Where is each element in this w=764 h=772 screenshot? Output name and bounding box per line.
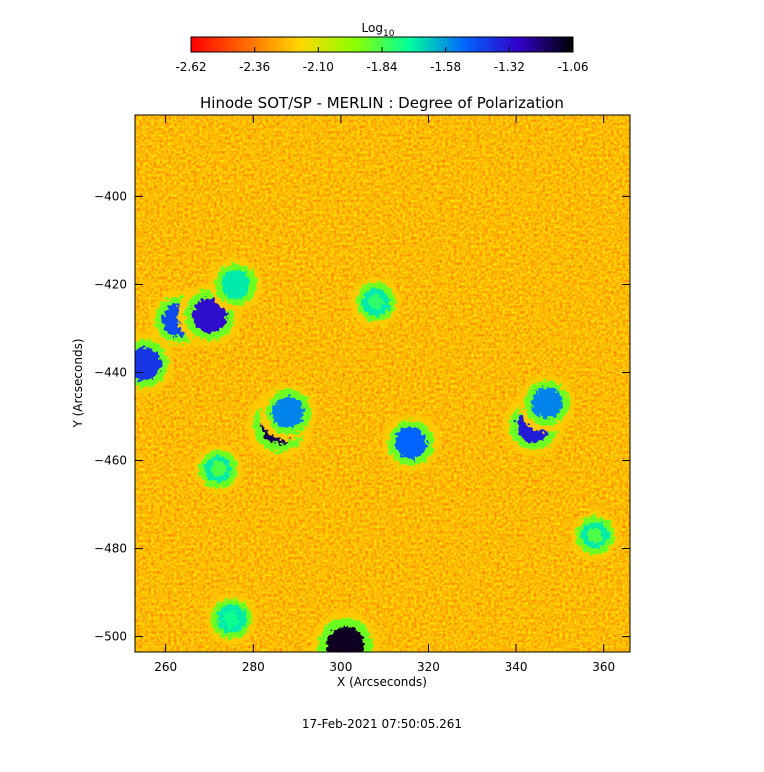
x-tick-label: 300 [329, 660, 352, 674]
colorbar: Log10 -2.62 -2.36 -2.10 -1.84 -1.58 -1.32 -1.0… [175, 21, 588, 74]
polarization-feature [177, 283, 242, 347]
colorbar-tick-label: -1.84 [366, 60, 397, 74]
x-axis: 260 280 300 320 340 360 [154, 115, 615, 674]
y-tick-label: −460 [94, 454, 127, 468]
polarization-features [135, 257, 620, 652]
y-tick-label: −500 [94, 630, 127, 644]
polarization-feature [259, 383, 317, 441]
heatmap-area [135, 115, 630, 652]
colorbar-tick-label: -2.36 [239, 60, 270, 74]
colorbar-tick-label: -2.62 [175, 60, 206, 74]
x-tick-label: 280 [242, 660, 265, 674]
polarization-feature [135, 333, 175, 395]
x-tick-label: 340 [505, 660, 528, 674]
polarization-feature [350, 276, 402, 328]
polarization-feature [518, 374, 576, 432]
polarization-feature [209, 257, 263, 311]
y-tick-label: −440 [94, 365, 127, 379]
y-tick-label: −480 [94, 542, 127, 556]
polarization-feature [205, 593, 258, 645]
colorbar-tick-label: -1.32 [494, 60, 525, 74]
y-tick-label: −420 [94, 277, 127, 291]
y-axis: −400 −420 −440 −460 −480 −500 [94, 189, 630, 644]
x-tick-label: 320 [417, 660, 440, 674]
colorbar-tick-label: -1.58 [430, 60, 461, 74]
x-axis-label: X (Arcseconds) [337, 675, 427, 689]
y-axis-label: Y (Arcseconds) [71, 338, 85, 428]
polarization-feature [193, 444, 243, 494]
y-tick-label: −400 [94, 189, 127, 203]
x-tick-label: 260 [154, 660, 177, 674]
plot-frame [134, 114, 631, 653]
colorbar-tick-label: -1.06 [557, 60, 588, 74]
polarization-feature [310, 611, 380, 652]
polarization-feature [381, 413, 441, 472]
x-tick-label: 360 [592, 660, 615, 674]
colorbar-label: Log10 [362, 21, 395, 39]
polarization-feature [570, 510, 620, 560]
colorbar-tick-label: -2.10 [303, 60, 334, 74]
colorbar-ticks: -2.62 -2.36 -2.10 -1.84 -1.58 -1.32 -1.06 [175, 47, 589, 74]
timestamp: 17-Feb-2021 07:50:05.261 [302, 717, 462, 731]
chart-title: Hinode SOT/SP - MERLIN : Degree of Polar… [200, 94, 564, 112]
